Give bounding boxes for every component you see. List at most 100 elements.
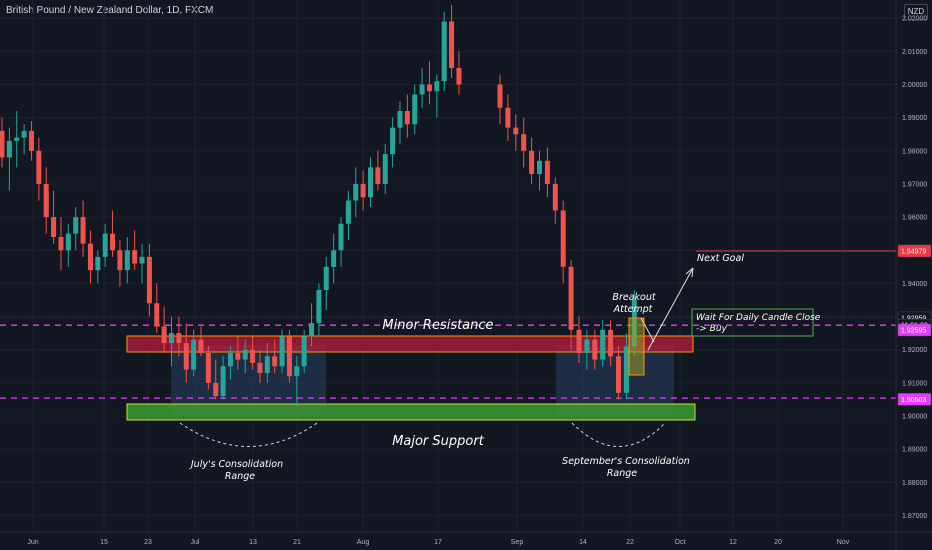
candle-body bbox=[419, 84, 425, 95]
candle-body bbox=[331, 250, 337, 267]
candle-body bbox=[257, 362, 263, 373]
breakout-arrow bbox=[640, 317, 655, 343]
july-range-arc bbox=[179, 422, 318, 447]
candle-body bbox=[198, 339, 204, 354]
time-tick-label: Oct bbox=[675, 539, 686, 546]
price-tick-label: 1.89000 bbox=[902, 447, 927, 454]
time-tick-label: 20 bbox=[774, 539, 782, 546]
major-support-zone bbox=[126, 403, 696, 421]
candle-body bbox=[576, 329, 582, 354]
candle-body bbox=[441, 21, 447, 82]
candle-body bbox=[227, 353, 233, 367]
candle-body bbox=[28, 130, 34, 151]
candle-body bbox=[169, 333, 175, 344]
price-label-text: 1.92595 bbox=[901, 327, 926, 334]
candle-body bbox=[434, 81, 440, 92]
candle-body bbox=[183, 343, 189, 370]
candle-body bbox=[87, 243, 93, 271]
candle-body bbox=[264, 356, 270, 373]
candle-body bbox=[213, 382, 219, 397]
candle-body bbox=[584, 339, 590, 354]
candle-body bbox=[513, 127, 519, 135]
levels bbox=[0, 250, 896, 399]
candle-body bbox=[368, 167, 373, 198]
candle-body bbox=[205, 353, 211, 383]
candle-body bbox=[323, 266, 329, 291]
price-label-badge bbox=[897, 393, 932, 406]
candle-body bbox=[375, 167, 381, 184]
time-tick-label: 22 bbox=[626, 539, 634, 546]
candle-body bbox=[360, 183, 366, 198]
price-tick-label: 1.87000 bbox=[902, 513, 927, 520]
price-tick-label: 1.90000 bbox=[902, 413, 927, 420]
price-tick-label: 1.91000 bbox=[902, 380, 927, 387]
candle-body bbox=[286, 336, 292, 377]
candle-body bbox=[102, 233, 108, 257]
price-tick-label: 2.02000 bbox=[902, 16, 927, 23]
candle-body bbox=[397, 111, 403, 128]
price-label-text: 1.92959 bbox=[901, 315, 926, 322]
candle-body bbox=[497, 84, 503, 108]
september-consolidation-box bbox=[556, 345, 674, 414]
wait-label-1: Wait For Daily Candle Close bbox=[696, 313, 821, 323]
candle-body bbox=[345, 200, 351, 224]
candle-body bbox=[338, 223, 344, 251]
next-goal-arrow bbox=[647, 267, 694, 351]
candle-body bbox=[592, 339, 598, 360]
candle-body bbox=[316, 290, 322, 324]
candle-body bbox=[309, 323, 315, 337]
price-tick-label: 1.94000 bbox=[902, 281, 927, 288]
september-range-label-1: September's Consolidation bbox=[562, 456, 690, 467]
candle-body bbox=[132, 250, 138, 264]
candle-body bbox=[117, 250, 123, 271]
candle-body bbox=[279, 336, 285, 367]
candle-body bbox=[124, 250, 130, 271]
candle-body bbox=[294, 366, 300, 377]
price-tick-label: 1.97000 bbox=[902, 181, 927, 188]
candle-body bbox=[220, 366, 226, 397]
candle-body bbox=[250, 349, 256, 363]
candle-body bbox=[139, 256, 145, 264]
candle-body bbox=[58, 236, 64, 251]
july-consolidation-box bbox=[171, 345, 326, 414]
chart-title: British Pound / New Zealand Dollar, 1D, … bbox=[6, 5, 214, 16]
candle-body bbox=[412, 94, 418, 125]
candle-body bbox=[353, 183, 359, 201]
candle-body bbox=[404, 111, 410, 125]
time-tick-label: Nov bbox=[837, 539, 850, 546]
candle-body bbox=[272, 356, 278, 367]
candle-body bbox=[505, 107, 511, 128]
breakout-label-2: Attempt bbox=[613, 304, 654, 315]
candle-body bbox=[521, 134, 527, 151]
candle-body bbox=[176, 333, 182, 344]
wait-label-2: -> Buy bbox=[696, 324, 728, 334]
time-tick-label: 23 bbox=[144, 539, 152, 546]
price-label-text: 1.94979 bbox=[901, 248, 926, 255]
time-axis: Jun 15 23 Jul 13 21 Aug 17 Sep 14 22 Oct 12 20 Nov bbox=[27, 539, 849, 546]
candle-body bbox=[51, 217, 57, 237]
candle-body bbox=[568, 266, 574, 330]
price-tick-label: 1.92000 bbox=[902, 347, 927, 354]
candle-body bbox=[154, 303, 160, 327]
currency-badge[interactable]: NZD bbox=[904, 4, 928, 20]
candle-body bbox=[43, 183, 49, 218]
candle-body bbox=[36, 150, 42, 184]
candle-body bbox=[623, 346, 629, 393]
time-tick-label: Jun bbox=[27, 539, 38, 546]
candle-body bbox=[608, 329, 614, 357]
candle-body bbox=[95, 256, 101, 271]
candle-body bbox=[0, 130, 5, 158]
september-range-arc bbox=[571, 422, 666, 447]
candle-body bbox=[80, 217, 86, 244]
major-support-label: Major Support bbox=[392, 434, 485, 449]
next-goal-arrowhead bbox=[685, 267, 694, 278]
candle-body bbox=[426, 84, 432, 92]
time-tick-label: Sep bbox=[511, 539, 524, 546]
candle-body bbox=[73, 217, 79, 234]
candle-body bbox=[301, 336, 307, 367]
candle-body bbox=[110, 233, 116, 251]
price-tick-label: 1.96000 bbox=[902, 215, 927, 222]
candles bbox=[0, 4, 637, 407]
